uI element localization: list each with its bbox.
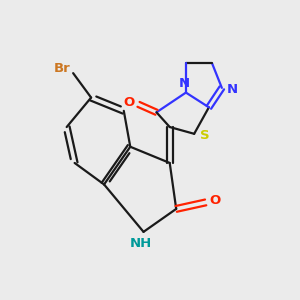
Text: N: N (226, 83, 238, 96)
Text: S: S (200, 129, 209, 142)
Text: NH: NH (130, 236, 152, 250)
Text: O: O (209, 194, 221, 207)
Text: Br: Br (54, 62, 70, 75)
Text: N: N (179, 77, 190, 90)
Text: O: O (124, 96, 135, 110)
